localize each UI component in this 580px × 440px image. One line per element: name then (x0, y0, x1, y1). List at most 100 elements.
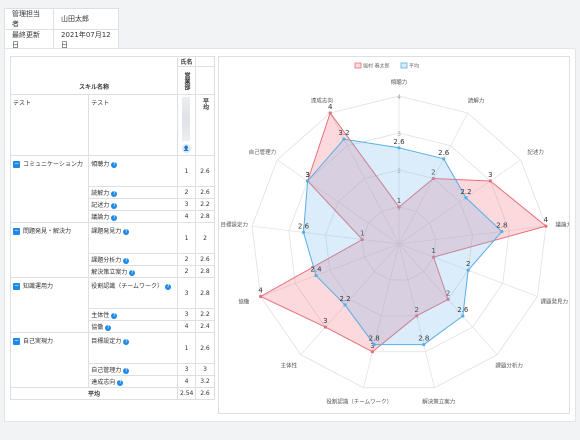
collapse-icon[interactable]: − (13, 227, 20, 235)
data-point (466, 268, 470, 272)
axis-label: 達成志向 (311, 97, 333, 105)
group-cell: − 問題発見・解決力 (9, 222, 90, 278)
help-icon[interactable]: ? (111, 190, 118, 197)
skill-value: 3 (177, 308, 196, 321)
user-avatar-icon[interactable]: 👤 (181, 144, 191, 153)
skill-value: 1 (177, 222, 196, 254)
help-icon[interactable]: ? (123, 228, 130, 235)
skill-name: 議論力 (91, 214, 110, 221)
data-point (431, 255, 436, 259)
data-label: 2.6 (457, 306, 469, 314)
data-point (301, 230, 306, 235)
group-cell: − 知識運用力 (9, 277, 90, 333)
collapse-icon[interactable]: − (13, 282, 20, 290)
skill-name-cell: 記述力? (88, 198, 178, 211)
column-header-row: テスト テスト 👤 平均 (9, 94, 216, 156)
grid-ring (288, 132, 510, 353)
footer-avg: 2.6 (194, 387, 216, 400)
skill-row: 解決策立案力? 2 2.8 (11, 265, 216, 278)
name-header-row: スキル名称 氏名 (10, 56, 216, 95)
skill-row: − 問題発見・解決力 課題発見力? 1 2 (9, 222, 216, 278)
skill-name: 読解力 (91, 190, 110, 197)
collapse-icon[interactable]: − (13, 337, 20, 345)
data-point (314, 273, 318, 278)
skill-name-cell: 達成志向? (88, 375, 178, 388)
skill-avg: 2.2 (194, 198, 216, 211)
skill-avg: 2 (194, 222, 216, 254)
skill-name-cell: 解決策立案力? (88, 265, 178, 278)
axis-label: 傾聴力 (391, 78, 408, 86)
skill-value: 1 (177, 332, 196, 364)
grid-spoke (363, 243, 400, 388)
data-label: 1 (397, 197, 401, 205)
data-point (372, 342, 376, 347)
data-point (259, 294, 263, 299)
skill-name: 協働 (91, 324, 104, 331)
help-icon[interactable]: ? (123, 367, 130, 374)
skill-name: 自己管理力 (91, 367, 122, 374)
data-point (360, 237, 364, 242)
grid-ring (361, 206, 437, 281)
data-label: 4 (328, 103, 333, 111)
skill-value: 1 (177, 155, 196, 187)
skill-avg: 2.4 (194, 320, 216, 333)
data-label: 2 (414, 306, 418, 314)
axis-label: 課題分析力 (495, 361, 523, 369)
data-point (464, 196, 468, 200)
skill-avg: 2.8 (194, 210, 216, 223)
manager-label: 管理担当者 (4, 8, 54, 30)
skill-name-cell: 課題発見力? (88, 222, 178, 254)
data-label: 2 (431, 168, 435, 176)
skill-name-cell: 主体性? (88, 308, 178, 321)
grid-spoke (252, 225, 400, 245)
help-icon[interactable]: ? (111, 312, 118, 319)
help-icon[interactable]: ? (111, 161, 118, 168)
name-header: 氏名 (177, 56, 196, 67)
series-area (302, 138, 503, 346)
help-icon[interactable]: ? (117, 379, 124, 386)
group-cell: − 自己実現力 (9, 332, 90, 388)
group-label: 知識運用力 (23, 283, 54, 290)
help-icon[interactable]: ? (111, 202, 118, 209)
data-point (328, 111, 332, 115)
skill-row: 協働? 4 2.4 (11, 320, 216, 333)
skill-value: 2 (177, 265, 196, 278)
help-icon[interactable]: ? (111, 214, 118, 221)
footer-row: 平均 2.54 2.6 (10, 387, 216, 400)
info-table: 管理担当者 山田太郎 最終更新日 2021年07月12日 (4, 8, 119, 51)
skill-name-cell: 課題分析力? (88, 253, 178, 266)
skill-avg: 2.8 (194, 265, 216, 278)
data-label: 3 (305, 171, 309, 179)
collapse-icon[interactable]: − (13, 160, 20, 168)
skill-row: 自己管理力? 3 3 (11, 363, 216, 376)
data-point (431, 176, 435, 181)
data-point (544, 224, 548, 228)
skill-name-cell: 協働? (88, 320, 178, 333)
axis-label: 自己管理力 (249, 148, 277, 156)
info-row-manager: 管理担当者 山田太郎 (4, 8, 119, 30)
data-label: 2.2 (460, 188, 471, 196)
skill-name-cell: 目標設定力? (88, 332, 178, 364)
data-label: 2.6 (438, 149, 450, 157)
data-point (500, 229, 504, 234)
data-label: 3 (323, 317, 327, 325)
axis-label: 記述力 (527, 148, 544, 156)
group-label: 自己実現力 (23, 338, 54, 345)
data-label: 2.6 (298, 222, 310, 230)
help-icon[interactable]: ? (123, 257, 130, 264)
data-label: 1 (431, 247, 435, 255)
data-label: 2.6 (393, 138, 405, 146)
help-icon[interactable]: ? (105, 324, 112, 331)
data-point (306, 179, 310, 183)
data-label: 4 (258, 286, 263, 294)
grid-spoke (398, 225, 546, 245)
data-label: 2.8 (369, 335, 380, 343)
skill-name-cell: 読解力? (88, 186, 178, 199)
grid-ring (251, 95, 547, 389)
help-icon[interactable]: ? (129, 269, 136, 276)
help-icon[interactable]: ? (165, 283, 172, 290)
grid-spoke (260, 243, 400, 297)
skill-name: 主体性 (91, 312, 110, 319)
help-icon[interactable]: ? (123, 338, 130, 345)
grid-spoke (329, 112, 400, 245)
